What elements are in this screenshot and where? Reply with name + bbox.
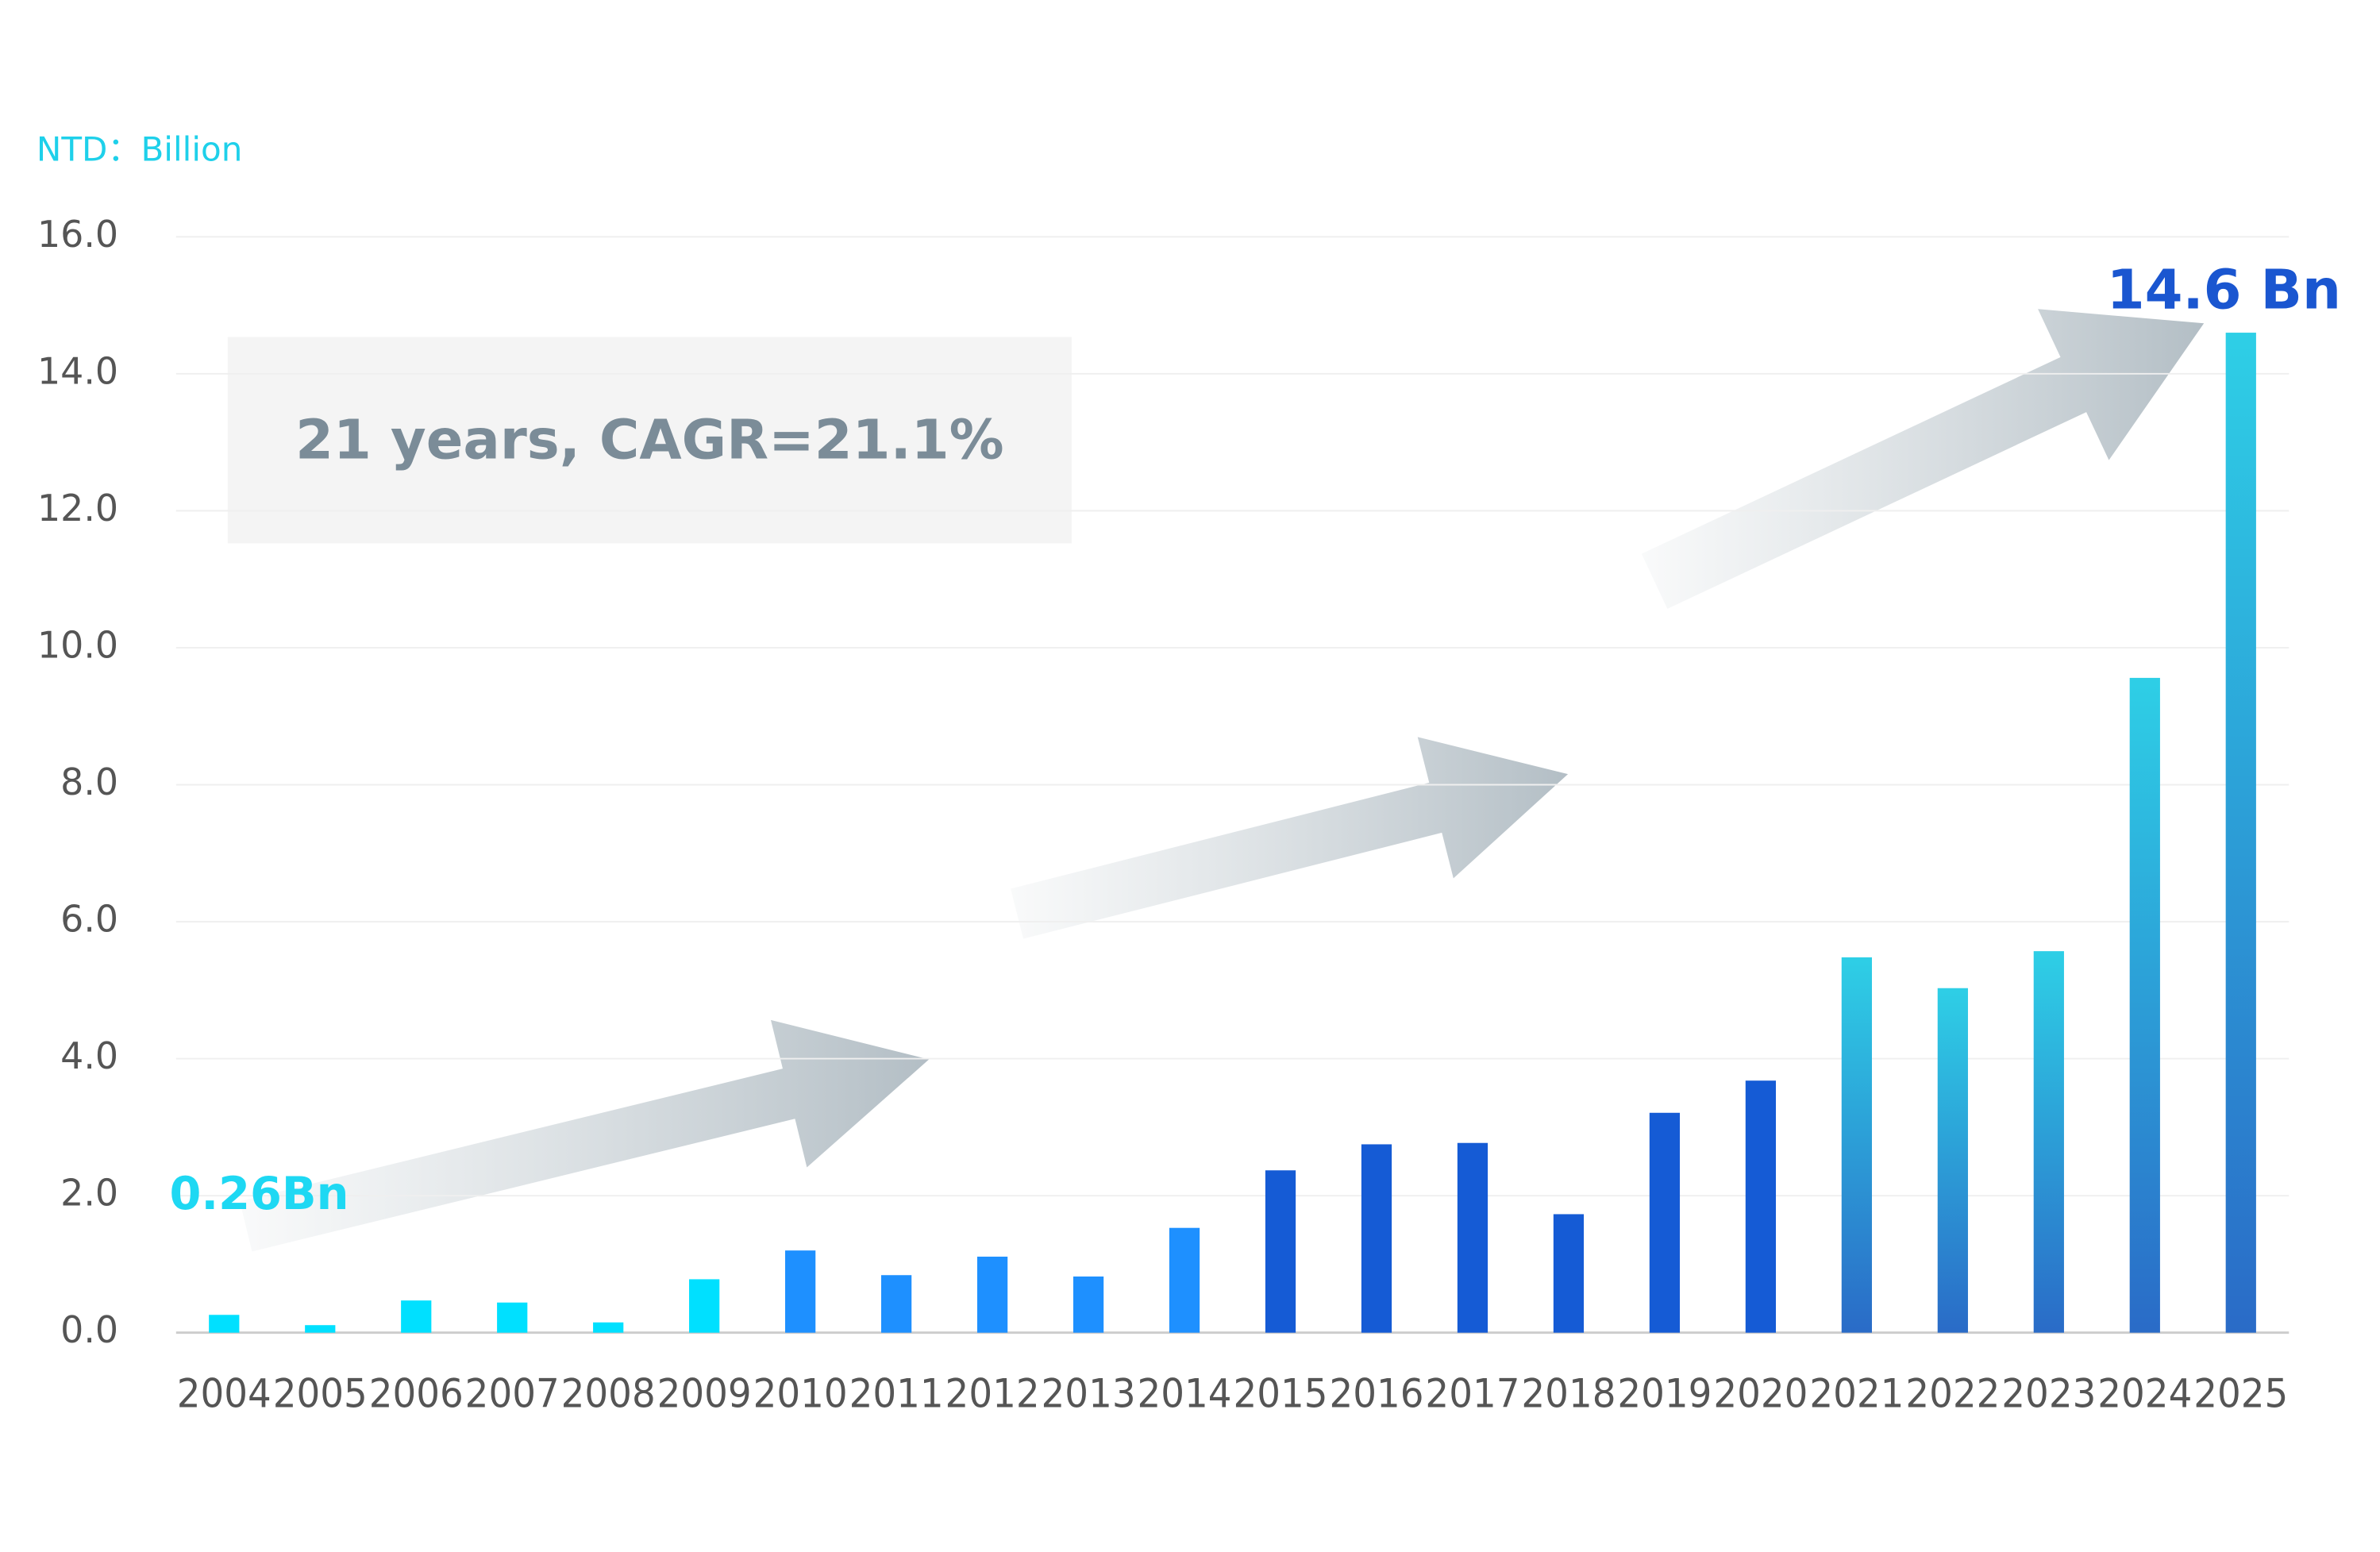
bar	[1361, 1144, 1392, 1333]
bar	[1265, 1170, 1296, 1333]
y-tick-label: 10.0	[37, 623, 118, 666]
bar	[785, 1250, 816, 1333]
y-tick-label: 8.0	[60, 761, 118, 803]
bar	[2033, 951, 2064, 1333]
bar	[1169, 1227, 1200, 1333]
annotation-box	[227, 337, 1072, 544]
y-tick-label: 16.0	[37, 213, 118, 256]
bar	[2129, 677, 2160, 1333]
y-tick-label: 2.0	[60, 1172, 118, 1215]
x-tick-label: 2020	[1713, 1371, 1808, 1417]
trend-arrow	[240, 1019, 930, 1252]
bar	[689, 1279, 720, 1333]
x-tick-label: 2016	[1329, 1371, 1423, 1417]
x-tick-label: 2012	[945, 1371, 1040, 1417]
value-label: 0.26Bn	[169, 1167, 349, 1220]
bar	[880, 1275, 912, 1333]
x-tick-label: 2015	[1233, 1371, 1327, 1417]
bar	[305, 1325, 336, 1333]
bar	[401, 1300, 432, 1333]
y-tick-label: 4.0	[60, 1034, 118, 1077]
arrows	[240, 309, 2205, 1252]
x-tick-label: 2006	[369, 1371, 464, 1417]
x-tick-label: 2010	[753, 1371, 848, 1417]
x-tick-label: 2024	[2097, 1371, 2192, 1417]
y-tick-label: 14.0	[37, 349, 118, 392]
x-tick-label: 2019	[1617, 1371, 1712, 1417]
trend-arrow	[1011, 737, 1569, 939]
x-tick-label: 2013	[1042, 1371, 1136, 1417]
bar	[1649, 1112, 1681, 1333]
x-tick-label: 2011	[849, 1371, 944, 1417]
bar	[1745, 1080, 1777, 1333]
x-tick-label: 2022	[1905, 1371, 2000, 1417]
trend-arrow	[1641, 309, 2205, 609]
bar	[1937, 988, 1968, 1333]
x-tick-label: 2025	[2193, 1371, 2288, 1417]
bar	[1457, 1142, 1488, 1333]
bar	[497, 1302, 528, 1333]
x-tick-label: 2018	[1521, 1371, 1616, 1417]
y-tick-label: 0.0	[60, 1308, 118, 1351]
x-tick-label: 2014	[1138, 1371, 1232, 1417]
y-tick-label: 6.0	[60, 898, 118, 941]
bar	[1073, 1276, 1104, 1333]
x-tick-label: 2009	[657, 1371, 752, 1417]
bar	[1553, 1214, 1585, 1333]
x-tick-label: 2021	[1809, 1371, 1904, 1417]
x-tick-label: 2005	[273, 1371, 368, 1417]
x-tick-label: 2008	[561, 1371, 656, 1417]
unit-label: NTD：Billion	[37, 130, 243, 169]
bar	[209, 1315, 240, 1333]
x-tick-label: 2004	[177, 1371, 272, 1417]
annotation: 21 years, CAGR=21.1%	[295, 408, 1003, 472]
bar	[593, 1322, 624, 1333]
y-tick-label: 12.0	[37, 487, 118, 530]
x-tick-label: 2023	[2001, 1371, 2096, 1417]
x-tick-label: 2017	[1425, 1371, 1519, 1417]
value-label: 14.6 Bn	[2107, 258, 2341, 322]
bar	[1841, 957, 1873, 1333]
bar	[976, 1256, 1008, 1333]
x-tick-label: 2007	[465, 1371, 560, 1417]
bar	[2225, 333, 2256, 1333]
